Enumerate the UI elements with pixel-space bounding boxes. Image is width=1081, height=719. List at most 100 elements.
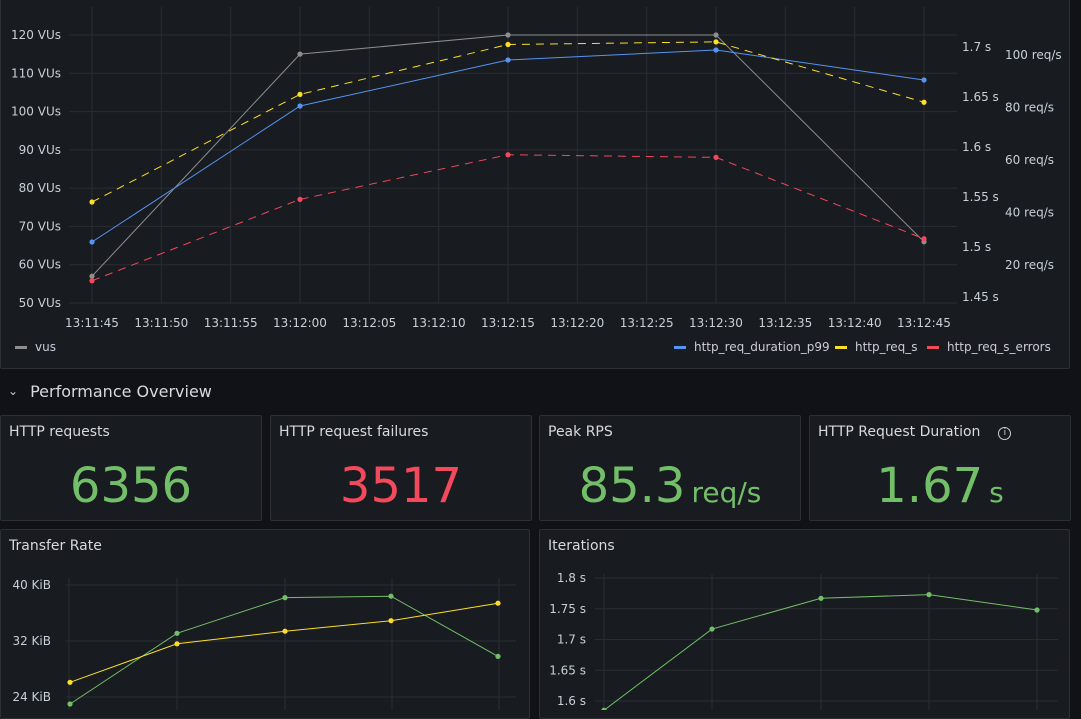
data-point-vus xyxy=(713,32,719,38)
stat-value: 6356 xyxy=(1,456,261,516)
y-mid-tick-label: 1.55 s xyxy=(962,190,999,204)
stat-value: 1.67 s xyxy=(810,456,1070,520)
y-right-tick-label: 60 req/s xyxy=(1005,153,1054,167)
data-point-http_req_s_errors xyxy=(713,154,719,160)
x-tick-label: 13:12:05 xyxy=(342,316,396,330)
data-point xyxy=(174,630,180,636)
data-point-http_req_s xyxy=(297,91,303,97)
stat-number: 3517 xyxy=(339,458,463,514)
stat-number: 85.3 xyxy=(578,458,686,514)
y-right-tick-label: 20 req/s xyxy=(1005,258,1054,272)
y-right-tick-label: 80 req/s xyxy=(1005,101,1054,115)
stat-number: 1.67 xyxy=(876,458,984,514)
transfer-rate-panel[interactable]: Transfer Rate 24 KiB 32 KiB 40 KiB xyxy=(0,529,530,719)
x-tick-label: 13:11:50 xyxy=(134,316,188,330)
stat-http-request-failures[interactable]: HTTP request failures 3517 xyxy=(270,415,532,521)
panel-title: Transfer Rate xyxy=(9,538,102,554)
row-title: Performance Overview xyxy=(30,381,212,401)
legend-errors-swatch xyxy=(927,345,939,349)
stat-peak-rps[interactable]: Peak RPS 85.3 req/s xyxy=(539,415,801,521)
x-tick-label: 13:12:30 xyxy=(689,316,743,330)
y-tick-label: 1.7 s xyxy=(557,633,586,647)
x-tick-label: 13:12:10 xyxy=(412,316,466,330)
iterations-chart[interactable]: 1.6 s 1.65 s 1.7 s 1.75 s 1.8 s xyxy=(540,530,1069,710)
series-line xyxy=(69,595,499,705)
info-icon[interactable]: i xyxy=(998,427,1012,440)
data-point-vus xyxy=(297,51,303,57)
data-point-http_req_s xyxy=(89,199,95,205)
legend-p99-label: http_req_duration_p99 xyxy=(694,340,830,354)
data-point-http_req_s_errors xyxy=(505,152,511,158)
legend-req-s-label: http_req_s xyxy=(855,340,918,354)
data-point-http_req_s xyxy=(921,99,927,105)
y-right-tick-label: 100 req/s xyxy=(1005,48,1062,62)
y-mid-tick-label: 1.7 s xyxy=(962,40,991,54)
x-tick-label: 13:12:15 xyxy=(481,316,535,330)
data-point-http_req_s_errors xyxy=(89,278,95,284)
y-left-tick-label: 90 VUs xyxy=(19,143,61,157)
timeseries-panel[interactable]: 13:11:45 13:11:50 13:11:55 13:12:00 13:12:05… xyxy=(0,0,1070,369)
y-tick-label: 1.6 s xyxy=(557,694,586,708)
legend-p99-swatch xyxy=(674,345,686,349)
y-left-tick-label: 120 VUs xyxy=(11,28,61,42)
y-left-tick-label: 80 VUs xyxy=(19,181,61,195)
data-point xyxy=(601,707,607,710)
timeseries-chart[interactable]: 13:11:45 13:11:50 13:11:55 13:12:00 13:12:05… xyxy=(1,0,1069,335)
series-line xyxy=(69,602,499,683)
data-point xyxy=(495,600,501,606)
y-mid-tick-label: 1.5 s xyxy=(962,240,991,254)
y-tick-label: 40 KiB xyxy=(12,578,51,592)
panel-title: HTTP request failures xyxy=(279,424,429,440)
stat-unit: s xyxy=(989,476,1004,509)
data-point-http_req_duration_p99 xyxy=(505,57,511,63)
data-point-vus xyxy=(505,32,511,38)
x-tick-label: 13:11:55 xyxy=(204,316,258,330)
y-tick-label: 1.75 s xyxy=(549,602,586,616)
y-tick-label: 1.65 s xyxy=(549,663,586,677)
legend-p99[interactable]: http_req_duration_p99 xyxy=(674,340,830,354)
legend-vus[interactable]: vus xyxy=(15,340,56,354)
x-tick-label: 13:12:00 xyxy=(273,316,327,330)
data-point xyxy=(67,679,73,685)
y-left-tick-label: 70 VUs xyxy=(19,219,61,233)
data-point xyxy=(282,628,288,634)
y-mid-tick-label: 1.65 s xyxy=(962,90,999,104)
legend-req-s-swatch xyxy=(835,345,847,349)
legend-req-s[interactable]: http_req_s xyxy=(835,340,918,354)
x-tick-label: 13:12:35 xyxy=(758,316,812,330)
x-tick-label: 13:11:45 xyxy=(65,316,119,330)
legend-errors[interactable]: http_req_s_errors xyxy=(927,340,1051,354)
panel-title: Iterations xyxy=(548,538,615,554)
data-point-vus xyxy=(89,273,95,279)
row-performance-overview[interactable]: ⌄ Performance Overview xyxy=(8,378,212,404)
data-point-http_req_duration_p99 xyxy=(713,47,719,53)
panel-title: Peak RPS xyxy=(548,424,613,440)
data-point-http_req_s xyxy=(713,39,719,45)
stat-http-requests[interactable]: HTTP requests 6356 xyxy=(0,415,262,521)
y-mid-tick-label: 1.45 s xyxy=(962,290,999,304)
legend-vus-swatch xyxy=(15,345,27,349)
data-point-http_req_s_errors xyxy=(297,196,303,202)
y-tick-label: 24 KiB xyxy=(12,690,51,704)
x-tick-label: 13:12:40 xyxy=(828,316,882,330)
data-point xyxy=(495,653,501,659)
data-point-http_req_s_errors xyxy=(921,236,927,242)
data-point-http_req_duration_p99 xyxy=(297,103,303,109)
y-left-tick-label: 60 VUs xyxy=(19,258,61,272)
data-point xyxy=(388,593,394,599)
stat-value: 3517 xyxy=(271,456,531,516)
y-left-tick-label: 100 VUs xyxy=(11,105,61,119)
x-tick-label: 13:12:20 xyxy=(550,316,604,330)
y-left-tick-label: 110 VUs xyxy=(11,66,61,80)
iterations-panel[interactable]: Iterations 1.6 s 1.65 s 1.7 s 1.75 s 1.8 s xyxy=(539,529,1070,719)
data-point xyxy=(926,592,932,598)
y-tick-label: 32 KiB xyxy=(12,634,51,648)
stat-http-request-duration[interactable]: HTTP Request Duration i 1.67 s xyxy=(809,415,1071,521)
chevron-down-icon[interactable]: ⌄ xyxy=(8,384,19,398)
transfer-rate-chart[interactable]: 24 KiB 32 KiB 40 KiB xyxy=(1,530,529,710)
data-point xyxy=(388,618,394,624)
x-tick-label: 13:12:45 xyxy=(897,316,951,330)
panel-title: HTTP requests xyxy=(9,424,110,440)
data-point-http_req_s xyxy=(505,41,511,48)
stat-number: 6356 xyxy=(69,458,193,514)
